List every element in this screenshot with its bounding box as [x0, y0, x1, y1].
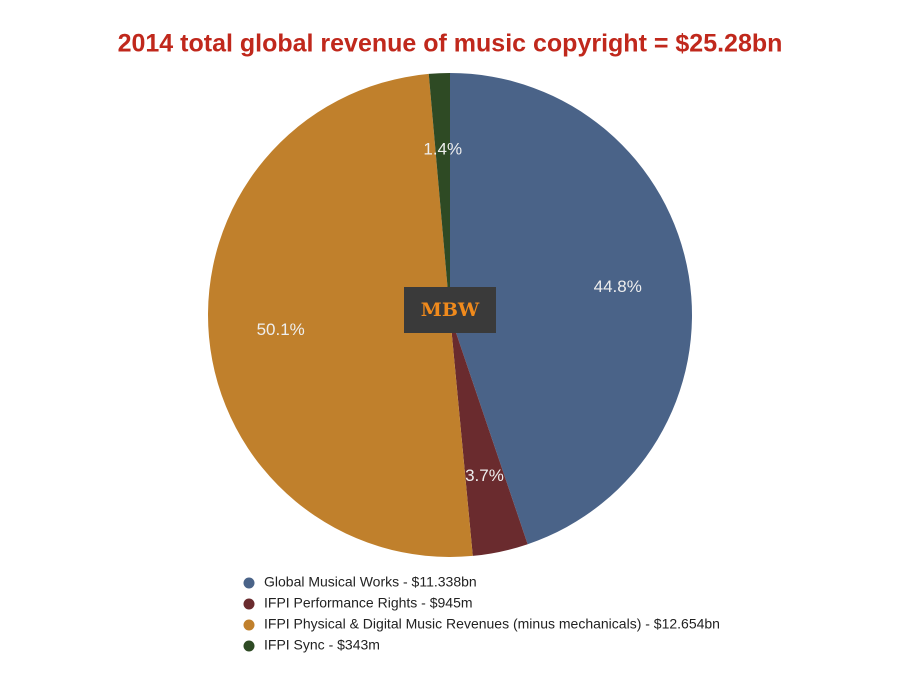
logo: MBW: [421, 299, 480, 321]
slice-label: 50.1%: [257, 320, 305, 339]
legend-marker: [243, 619, 255, 631]
pie-slice: [207, 73, 473, 558]
legend-text: IFPI Sync - $343m: [264, 637, 380, 653]
slice-label: 1.4%: [423, 140, 462, 159]
pie-slice: [428, 73, 450, 315]
pie-slice: [450, 315, 528, 556]
slice-label: 44.8%: [594, 277, 642, 296]
legend-marker: [243, 598, 255, 610]
logo-box: [404, 287, 496, 333]
pie-slice: [450, 73, 692, 545]
chart-title: 2014 total global revenue of music copyr…: [118, 30, 783, 58]
legend-marker: [243, 640, 255, 652]
legend-text: Global Musical Works - $11.338bn: [264, 574, 477, 590]
legend-marker: [243, 577, 255, 589]
slice-label: 3.7%: [465, 466, 504, 485]
legend-text: IFPI Performance Rights - $945m: [264, 595, 473, 611]
legend-text: IFPI Physical & Digital Music Revenues (…: [264, 616, 720, 632]
